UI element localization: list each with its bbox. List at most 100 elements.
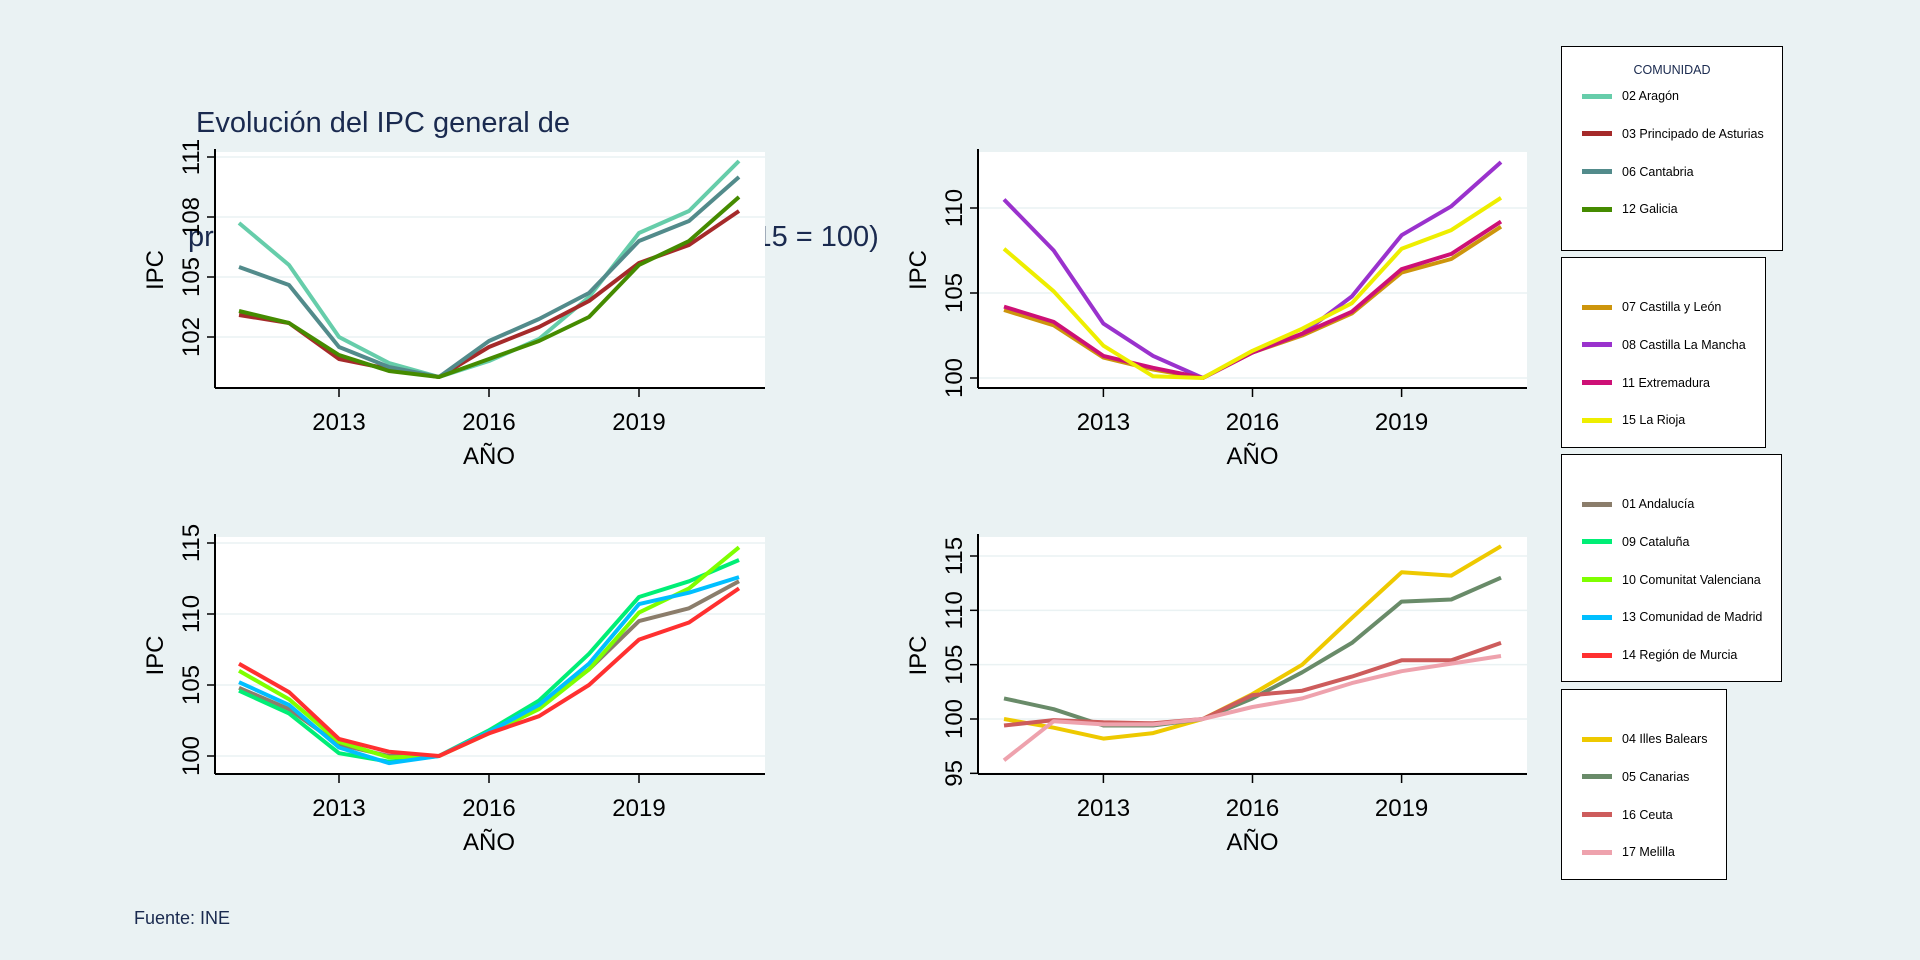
legend-swatch xyxy=(1582,577,1612,583)
legend-label: 14 Región de Murcia xyxy=(1622,648,1738,663)
y-tick-label: 100 xyxy=(941,699,968,739)
y-tick-label: 110 xyxy=(941,591,968,629)
y-tick-label: 115 xyxy=(941,537,968,575)
y-tick-label: 105 xyxy=(178,257,205,297)
x-tick-label: 2013 xyxy=(312,409,365,436)
legend-label: 05 Canarias xyxy=(1622,769,1690,784)
legend-item: 09 Cataluña xyxy=(1582,534,1689,550)
legend-swatch xyxy=(1582,849,1612,855)
panel-3: 100 105 110 115 2013 2016 2019 AÑO IPC xyxy=(142,524,765,856)
legend-item: 11 Extremadura xyxy=(1582,375,1710,391)
x-tick-label: 2019 xyxy=(612,409,665,436)
legend-swatch xyxy=(1582,501,1612,507)
y-tick-label: 105 xyxy=(941,273,968,313)
legend-swatch xyxy=(1582,304,1612,310)
series-line-06-cantabria xyxy=(238,175,741,379)
chart-title-line1: Evolución del IPC general de xyxy=(196,107,571,139)
panel-4: 95 100 105 110 115 2013 2016 2019 AÑO IPC xyxy=(905,534,1527,856)
x-axis-label: AÑO xyxy=(463,829,515,856)
series-line-15-la-rioja xyxy=(1002,196,1503,380)
legend-item: 07 Castilla y León xyxy=(1582,299,1721,315)
y-tick-label: 105 xyxy=(178,665,205,705)
y-tick-label: 115 xyxy=(178,524,205,562)
legend-item: 10 Comunitat Valenciana xyxy=(1582,572,1761,588)
legend-label: 11 Extremadura xyxy=(1622,375,1711,390)
legend-box-4: 04 Illes Balears 05 Canarias 16 Ceuta 17 Me… xyxy=(1561,689,1727,880)
legend-item: 17 Melilla xyxy=(1582,844,1675,860)
x-tick-label: 2016 xyxy=(1226,409,1279,436)
y-axis-label: IPC xyxy=(905,250,932,290)
series-line-12-galicia xyxy=(238,195,741,379)
legend-label: 15 La Rioja xyxy=(1622,413,1686,428)
x-axis-label: AÑO xyxy=(1226,443,1278,470)
legend-swatch xyxy=(1582,169,1612,175)
plot-area xyxy=(978,537,1527,774)
y-tick-label: 100 xyxy=(941,358,968,398)
legend-swatch xyxy=(1582,774,1612,780)
legend-swatch xyxy=(1582,342,1612,348)
y-axis-label: IPC xyxy=(905,635,932,675)
y-axis-label: IPC xyxy=(142,250,169,290)
legend-label: 13 Comunidad de Madrid xyxy=(1622,610,1763,625)
plot-area xyxy=(215,537,765,774)
legend-item: 03 Principado de Asturias xyxy=(1582,126,1764,142)
y-tick-label: 111 xyxy=(178,139,205,175)
x-tick-label: 2019 xyxy=(1375,409,1428,436)
y-tick-label: 102 xyxy=(178,317,205,357)
legend-label: 08 Castilla La Mancha xyxy=(1622,337,1746,352)
legend-item: 05 Canarias xyxy=(1582,769,1689,785)
legend-swatch xyxy=(1582,131,1612,137)
y-tick-label: 105 xyxy=(941,645,968,685)
legend-label: 04 Illes Balears xyxy=(1622,732,1708,746)
legend-swatch xyxy=(1582,539,1612,545)
legend-item: 15 La Rioja xyxy=(1582,412,1685,428)
plot-area xyxy=(215,152,765,388)
legend-item: 06 Cantabria xyxy=(1582,164,1694,180)
legend-item: 08 Castilla La Mancha xyxy=(1582,337,1746,353)
legend-swatch xyxy=(1582,93,1612,99)
x-tick-label: 2019 xyxy=(1375,795,1428,822)
legend-title: COMUNIDAD xyxy=(1633,63,1711,77)
panel-2: 100 105 110 2013 2016 2019 AÑO IPC xyxy=(905,149,1527,470)
legend-swatch xyxy=(1582,614,1612,620)
legend-item: 12 Galicia xyxy=(1582,201,1678,217)
legend-label: 09 Cataluña xyxy=(1622,534,1690,549)
y-tick-label: 100 xyxy=(178,736,205,776)
y-tick-label: 108 xyxy=(178,197,205,237)
legend-item: 13 Comunidad de Madrid xyxy=(1582,609,1762,625)
legend-swatch xyxy=(1582,652,1612,658)
legend-box-1: COMUNIDAD 02 Aragón 03 Principado de Astur… xyxy=(1561,46,1783,251)
y-tick-label: 110 xyxy=(178,595,205,633)
legend-swatch xyxy=(1582,812,1612,818)
legend-swatch xyxy=(1582,736,1612,742)
series-line-14-regi-n-de-murcia xyxy=(238,586,741,758)
legend-item: 04 Illes Balears xyxy=(1582,731,1707,747)
x-tick-label: 2013 xyxy=(1077,795,1130,822)
y-tick-label: 95 xyxy=(941,760,968,787)
x-axis-label: AÑO xyxy=(1226,829,1278,856)
legend-label: 03 Principado de Asturias xyxy=(1622,126,1764,141)
x-tick-label: 2016 xyxy=(462,795,515,822)
series-line-17-melilla xyxy=(1002,654,1502,762)
legend-label: 01 Andalucía xyxy=(1622,497,1695,511)
x-tick-label: 2016 xyxy=(462,409,515,436)
y-tick-label: 110 xyxy=(941,189,968,227)
x-axis-label: AÑO xyxy=(463,443,515,470)
source-note: Fuente: INE xyxy=(134,908,231,928)
legend-label: 10 Comunitat Valenciana xyxy=(1622,572,1761,587)
legend-swatch xyxy=(1582,206,1612,212)
legend-box-2: 07 Castilla y León 08 Castilla La Mancha 1… xyxy=(1561,257,1766,448)
legend-item: 14 Región de Murcia xyxy=(1582,647,1737,663)
x-tick-label: 2019 xyxy=(612,795,665,822)
y-axis-label: IPC xyxy=(142,635,169,675)
x-tick-label: 2016 xyxy=(1226,795,1279,822)
legend-swatch xyxy=(1582,417,1612,423)
legend-label: 12 Galicia xyxy=(1622,202,1678,217)
legend-label: 02 Aragón xyxy=(1622,89,1679,103)
legend-item: 02 Aragón xyxy=(1582,88,1679,104)
panel-1: 102 105 108 111 2013 2016 2019 AÑO IPC xyxy=(142,139,765,470)
legend-label: 17 Melilla xyxy=(1622,845,1675,860)
legend-label: 16 Ceuta xyxy=(1622,807,1673,822)
legend-label: 06 Cantabria xyxy=(1622,164,1694,179)
